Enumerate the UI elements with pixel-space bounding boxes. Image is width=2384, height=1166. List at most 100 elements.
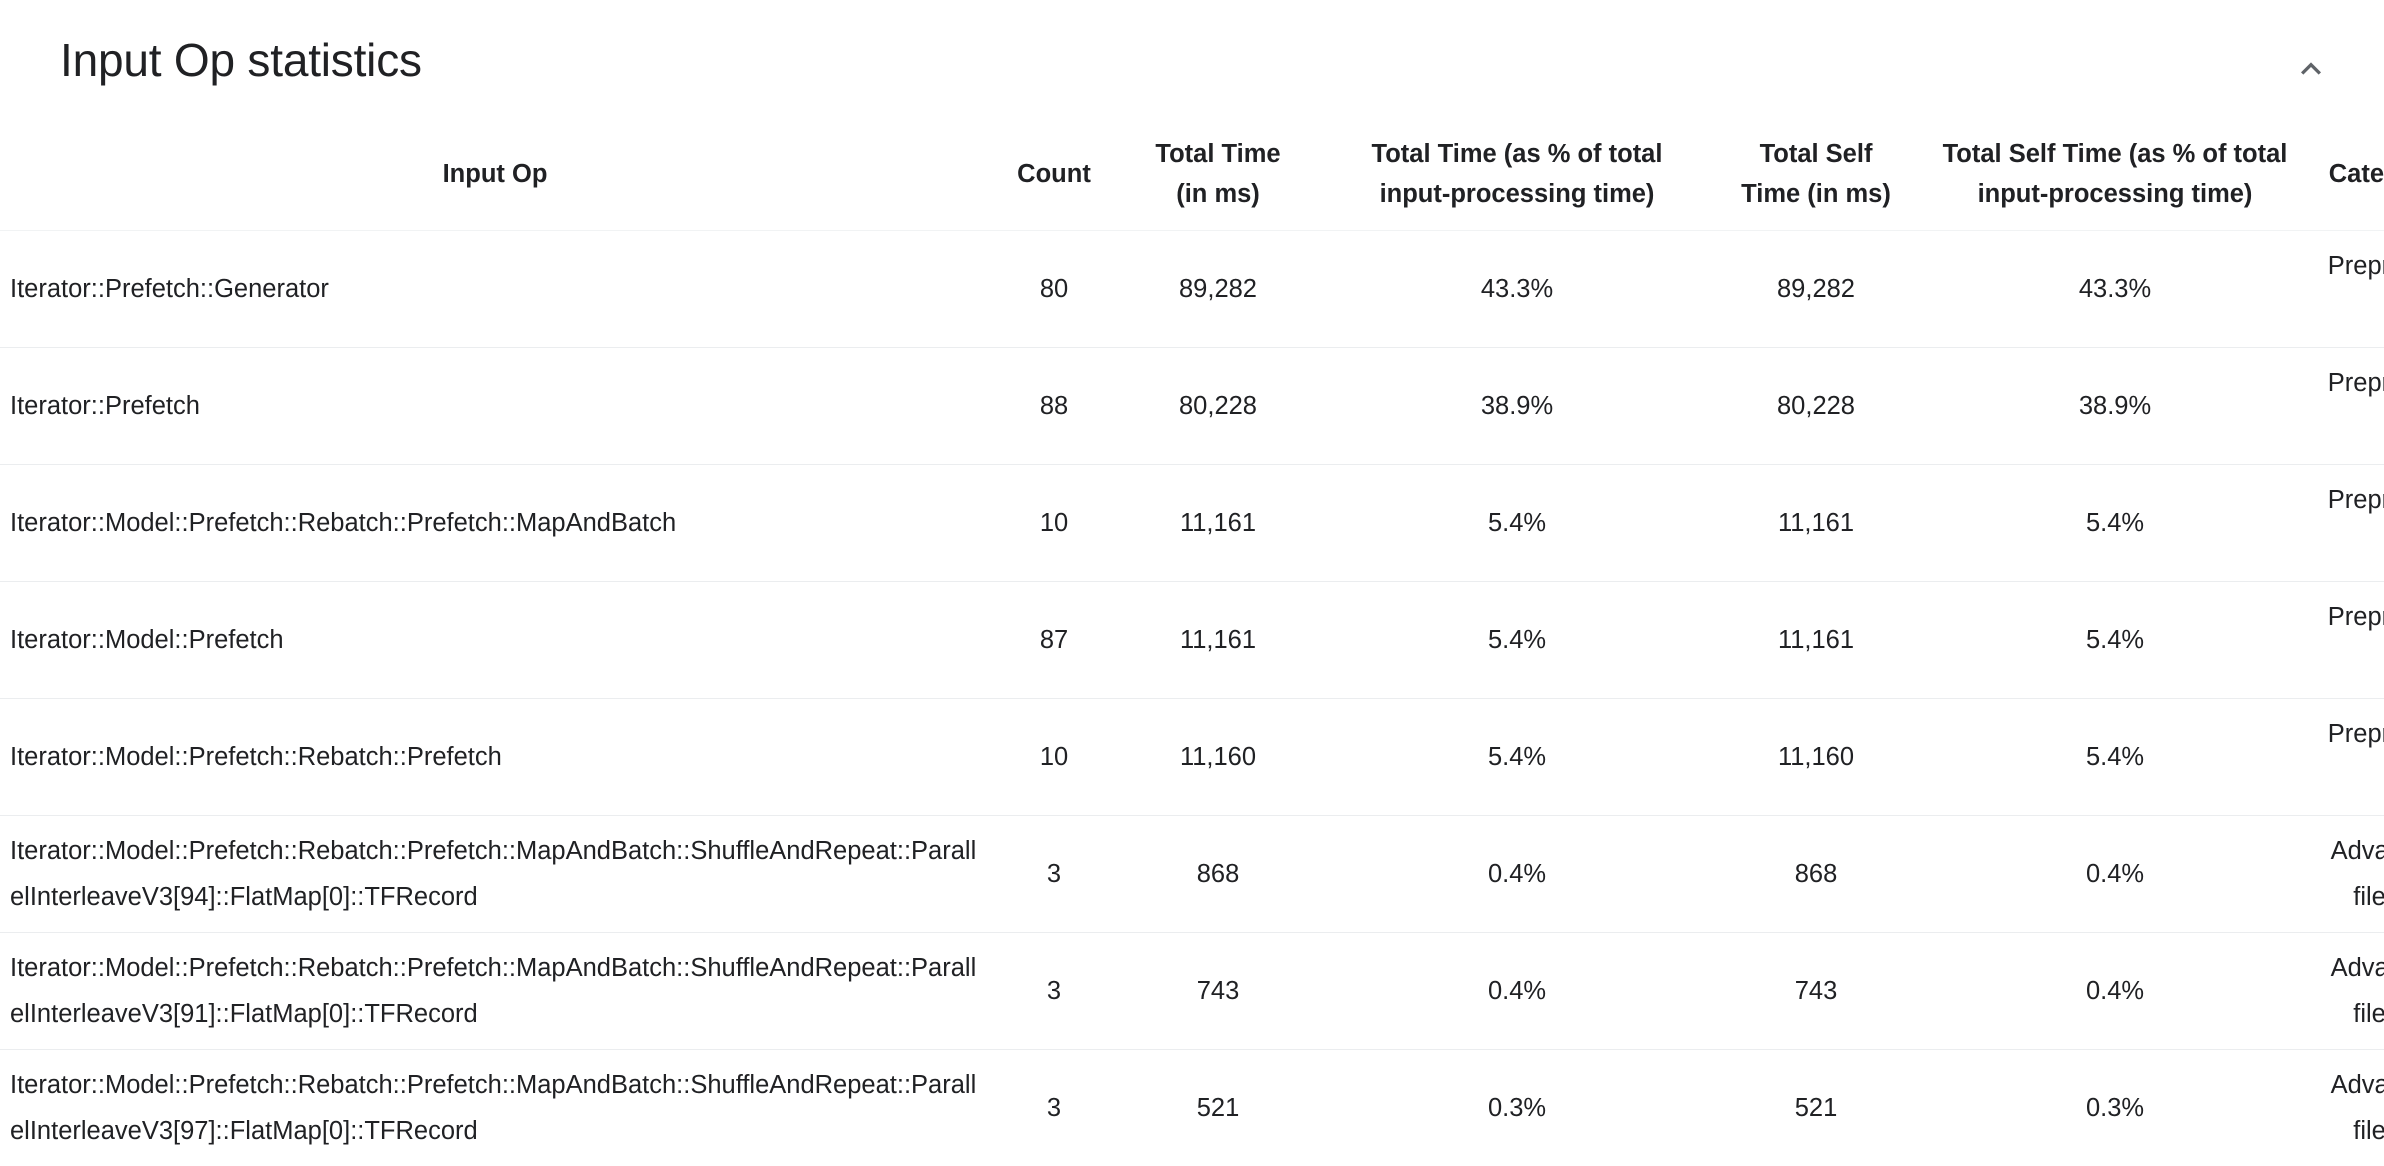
category-line: sing [2324, 757, 2384, 803]
column-header-line: Total Self Time (as % of total [1926, 134, 2304, 174]
input-op-statistics-table: Input Op Count Total Time(in ms) Total T… [0, 120, 2384, 1166]
cell-input-op: Iterator::Model::Prefetch::Rebatch::Pref… [0, 699, 990, 816]
input-op-statistics-card: Input Op statistics Input Op Count Total… [0, 0, 2384, 1094]
table-row[interactable]: Iterator::Model::Prefetch::Rebatch::Pref… [0, 465, 2384, 582]
cell-total-self-time: 868 [1716, 816, 1916, 933]
category-line: sing [2324, 289, 2384, 335]
input-op-table-container[interactable]: Input Op Count Total Time(in ms) Total T… [0, 120, 2384, 1166]
cell-count: 87 [990, 582, 1118, 699]
cell-category: Advancedfile read [2314, 933, 2384, 1050]
category-line: file read [2324, 991, 2384, 1037]
cell-total-time: 743 [1118, 933, 1318, 1050]
cell-total-time-pct: 5.4% [1318, 582, 1716, 699]
category-line: Advanced [2324, 1062, 2384, 1108]
cell-total-self-time: 11,161 [1716, 582, 1916, 699]
category-line: Preproces [2324, 594, 2384, 640]
cell-count: 3 [990, 933, 1118, 1050]
page-title: Input Op statistics [60, 35, 422, 86]
category-line: Advanced [2324, 828, 2384, 874]
card-header: Input Op statistics [0, 0, 2384, 120]
cell-input-op: Iterator::Model::Prefetch::Rebatch::Pref… [0, 465, 990, 582]
column-header-line: Input Op [10, 154, 980, 194]
cell-input-op: Iterator::Model::Prefetch [0, 582, 990, 699]
cell-input-op: Iterator::Prefetch::Generator [0, 231, 990, 348]
column-header-input-op[interactable]: Input Op [0, 120, 990, 231]
cell-count: 3 [990, 1050, 1118, 1166]
cell-category: Preprocessing [2314, 699, 2384, 816]
cell-total-time: 89,282 [1118, 231, 1318, 348]
table-header: Input Op Count Total Time(in ms) Total T… [0, 120, 2384, 231]
category-line: sing [2324, 406, 2384, 452]
cell-total-self-time-pct: 0.3% [1916, 1050, 2314, 1166]
column-header-line: Category [2324, 154, 2384, 194]
cell-total-time-pct: 0.4% [1318, 816, 1716, 933]
cell-total-self-time-pct: 0.4% [1916, 933, 2314, 1050]
cell-total-self-time-pct: 0.4% [1916, 816, 2314, 933]
cell-total-self-time-pct: 5.4% [1916, 465, 2314, 582]
cell-total-time: 868 [1118, 816, 1318, 933]
cell-total-self-time-pct: 38.9% [1916, 348, 2314, 465]
column-header-line: (in ms) [1128, 174, 1308, 214]
category-line: file read [2324, 1108, 2384, 1154]
cell-input-op: Iterator::Model::Prefetch::Rebatch::Pref… [0, 816, 990, 933]
cell-total-time: 80,228 [1118, 348, 1318, 465]
cell-category: Preprocessing [2314, 348, 2384, 465]
category-line: file read [2324, 874, 2384, 920]
cell-total-time-pct: 0.3% [1318, 1050, 1716, 1166]
cell-total-time-pct: 0.4% [1318, 933, 1716, 1050]
column-header-total-time[interactable]: Total Time(in ms) [1118, 120, 1318, 231]
cell-total-time-pct: 5.4% [1318, 699, 1716, 816]
cell-total-self-time-pct: 5.4% [1916, 582, 2314, 699]
cell-total-self-time: 11,161 [1716, 465, 1916, 582]
cell-total-self-time: 521 [1716, 1050, 1916, 1166]
cell-total-self-time: 80,228 [1716, 348, 1916, 465]
table-row[interactable]: Iterator::Model::Prefetch::Rebatch::Pref… [0, 1050, 2384, 1166]
category-line: Preproces [2324, 243, 2384, 289]
column-header-line: Total Time [1128, 134, 1308, 174]
table-header-row: Input Op Count Total Time(in ms) Total T… [0, 120, 2384, 231]
cell-total-self-time: 11,160 [1716, 699, 1916, 816]
collapse-section-button[interactable] [2276, 34, 2346, 104]
table-row[interactable]: Iterator::Model::Prefetch::Rebatch::Pref… [0, 933, 2384, 1050]
column-header-line: input-processing time) [1328, 174, 1706, 214]
column-header-line: Total Time (as % of total [1328, 134, 1706, 174]
cell-total-time-pct: 38.9% [1318, 348, 1716, 465]
cell-category: Preprocessing [2314, 582, 2384, 699]
column-header-line: input-processing time) [1926, 174, 2304, 214]
category-line: Advanced [2324, 945, 2384, 991]
chevron-up-icon [2291, 49, 2331, 89]
category-line: Preproces [2324, 711, 2384, 757]
cell-total-self-time: 743 [1716, 933, 1916, 1050]
column-header-count[interactable]: Count [990, 120, 1118, 231]
column-header-line: Total Self [1726, 134, 1906, 174]
cell-count: 10 [990, 699, 1118, 816]
category-line: sing [2324, 640, 2384, 686]
column-header-line: Count [1000, 154, 1108, 194]
table-row[interactable]: Iterator::Model::Prefetch::Rebatch::Pref… [0, 699, 2384, 816]
cell-category: Preprocessing [2314, 465, 2384, 582]
column-header-category[interactable]: Category [2314, 120, 2384, 231]
category-line: Preproces [2324, 477, 2384, 523]
column-header-line: Time (in ms) [1726, 174, 1906, 214]
cell-total-self-time: 89,282 [1716, 231, 1916, 348]
category-line: sing [2324, 523, 2384, 569]
cell-category: Preprocessing [2314, 231, 2384, 348]
table-row[interactable]: Iterator::Model::Prefetch::Rebatch::Pref… [0, 816, 2384, 933]
cell-total-self-time-pct: 5.4% [1916, 699, 2314, 816]
category-line: Preproces [2324, 360, 2384, 406]
cell-category: Advancedfile read [2314, 816, 2384, 933]
cell-input-op: Iterator::Prefetch [0, 348, 990, 465]
cell-total-time: 11,161 [1118, 465, 1318, 582]
cell-total-time: 11,161 [1118, 582, 1318, 699]
cell-total-time-pct: 43.3% [1318, 231, 1716, 348]
cell-count: 10 [990, 465, 1118, 582]
cell-total-time: 11,160 [1118, 699, 1318, 816]
cell-total-time: 521 [1118, 1050, 1318, 1166]
